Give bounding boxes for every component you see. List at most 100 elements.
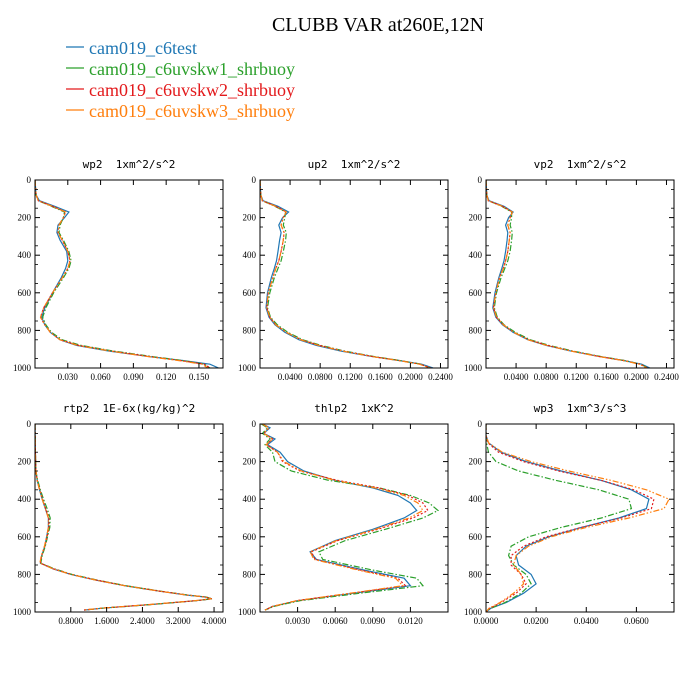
y-tick-label: 200	[18, 213, 32, 223]
panel-4: rtp2 1E-6x(kg/kg)^2 0 200 400 600 800 1000 0.80…	[13, 402, 227, 626]
legend: cam019_c6testcam019_c6uvskw1_shrbuoycam0…	[66, 38, 295, 121]
y-tick-label: 0	[27, 175, 32, 185]
x-tick-label: 0.2400	[654, 372, 679, 382]
y-tick-label: 200	[243, 457, 257, 467]
series-line-4	[260, 180, 431, 368]
figure-title: CLUBB VAR at260E,12N	[272, 14, 484, 36]
y-tick-label: 1000	[13, 607, 32, 617]
x-tick-label: 0.090	[123, 372, 144, 382]
panel-title: rtp2 1E-6x(kg/kg)^2	[63, 402, 195, 415]
series-line-4	[35, 180, 209, 368]
plot-frame	[34, 179, 224, 369]
series-line-1	[262, 424, 418, 611]
y-tick-label: 0	[27, 419, 32, 429]
y-tick-label: 800	[469, 569, 483, 579]
series-line-4	[486, 180, 648, 368]
y-tick-label: 600	[18, 532, 32, 542]
y-tick-label: 200	[469, 457, 483, 467]
legend-label-1: cam019_c6test	[89, 38, 197, 58]
y-tick-label: 200	[243, 213, 257, 223]
series-line-4	[262, 424, 424, 611]
y-tick-label: 600	[243, 532, 257, 542]
y-tick-label: 400	[18, 494, 32, 504]
x-tick-label: 0.0800	[534, 372, 559, 382]
y-tick-label: 400	[243, 494, 257, 504]
x-tick-label: 0.0090	[360, 616, 385, 626]
x-tick-label: 0.1200	[338, 372, 363, 382]
x-tick-label: 0.0400	[574, 616, 599, 626]
x-tick-label: 4.0000	[202, 616, 227, 626]
x-tick-label: 0.060	[90, 372, 111, 382]
y-tick-label: 600	[469, 532, 483, 542]
legend-label-3: cam019_c6uvskw2_shrbuoy	[89, 80, 295, 100]
y-tick-label: 400	[18, 250, 32, 260]
y-tick-label: 0	[478, 419, 483, 429]
x-tick-label: 0.2400	[428, 372, 453, 382]
panels: wp2 1xm^2/s^2 0 200 400 600 800 1000 0.030 0.060…	[13, 158, 679, 626]
x-tick-label: 1.6000	[94, 616, 119, 626]
x-tick-label: 0.1200	[564, 372, 589, 382]
plot-frame	[259, 179, 449, 369]
plot-frame	[485, 179, 675, 369]
x-tick-label: 0.0400	[278, 372, 303, 382]
x-tick-label: 3.2000	[166, 616, 191, 626]
y-tick-label: 1000	[464, 363, 483, 373]
panel-2: up2 1xm^2/s^2 0 200 400 600 800 1000 0.0400 0.08…	[238, 158, 453, 382]
y-tick-label: 600	[18, 288, 32, 298]
x-tick-label: 0.0600	[624, 616, 649, 626]
x-tick-label: 2.4000	[130, 616, 155, 626]
panel-1: wp2 1xm^2/s^2 0 200 400 600 800 1000 0.030 0.060…	[13, 158, 224, 382]
y-tick-label: 800	[18, 325, 32, 335]
x-tick-label: 0.120	[156, 372, 177, 382]
x-tick-label: 0.1600	[594, 372, 619, 382]
x-tick-label: 0.8000	[58, 616, 83, 626]
series-line-2	[260, 424, 440, 611]
series-line-1	[486, 424, 650, 612]
y-tick-label: 200	[469, 213, 483, 223]
x-tick-label: 0.2000	[398, 372, 423, 382]
plot-frame	[259, 423, 449, 613]
x-tick-label: 0.0800	[308, 372, 333, 382]
plot-frame	[485, 423, 675, 613]
series-line-3	[486, 424, 655, 612]
y-tick-label: 800	[243, 325, 257, 335]
series-line-3	[35, 424, 212, 611]
panel-title: thlp2 1xK^2	[314, 402, 393, 415]
y-tick-label: 400	[469, 494, 483, 504]
panel-5: thlp2 1xK^2 0 200 400 600 800 1000 0.0030 0.0060…	[238, 402, 449, 626]
panel-3: vp2 1xm^2/s^2 0 200 400 600 800 1000 0.0400 0.08…	[464, 158, 679, 382]
x-tick-label: 0.0030	[285, 616, 310, 626]
y-tick-label: 1000	[238, 363, 257, 373]
x-tick-label: 0.0400	[504, 372, 529, 382]
x-tick-label: 0.0060	[323, 616, 348, 626]
y-tick-label: 200	[18, 457, 32, 467]
panel-title: wp2 1xm^2/s^2	[83, 158, 176, 171]
x-tick-label: 0.1600	[368, 372, 393, 382]
y-tick-label: 800	[469, 325, 483, 335]
y-tick-label: 0	[252, 175, 257, 185]
x-tick-label: 0.0000	[474, 616, 499, 626]
series-line-4	[35, 424, 212, 611]
x-tick-label: 0.2000	[624, 372, 649, 382]
y-tick-label: 600	[243, 288, 257, 298]
x-tick-label: 0.150	[189, 372, 210, 382]
y-tick-label: 1000	[238, 607, 257, 617]
legend-label-4: cam019_c6uvskw3_shrbuoy	[89, 101, 295, 121]
x-tick-label: 0.0200	[524, 616, 549, 626]
y-tick-label: 800	[243, 569, 257, 579]
panel-title: up2 1xm^2/s^2	[308, 158, 401, 171]
series-line-4	[486, 424, 670, 612]
y-tick-label: 600	[469, 288, 483, 298]
x-tick-label: 0.0120	[398, 616, 423, 626]
y-tick-label: 1000	[464, 607, 483, 617]
y-tick-label: 0	[478, 175, 483, 185]
panel-title: vp2 1xm^2/s^2	[534, 158, 627, 171]
plot-frame	[34, 423, 224, 613]
y-tick-label: 400	[469, 250, 483, 260]
y-tick-label: 400	[243, 250, 257, 260]
panel-title: wp3 1xm^3/s^3	[534, 402, 627, 415]
series-line-2	[486, 424, 633, 612]
legend-label-2: cam019_c6uvskw1_shrbuoy	[89, 59, 295, 79]
